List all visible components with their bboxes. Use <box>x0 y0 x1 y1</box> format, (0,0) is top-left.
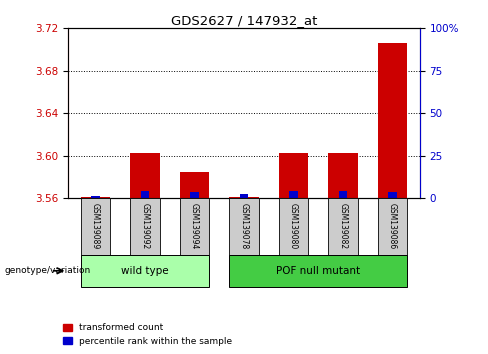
FancyBboxPatch shape <box>81 198 110 255</box>
FancyBboxPatch shape <box>81 255 209 287</box>
Bar <box>91 196 100 198</box>
Bar <box>141 192 149 198</box>
FancyBboxPatch shape <box>378 198 407 255</box>
Text: GSM139078: GSM139078 <box>240 204 248 250</box>
FancyBboxPatch shape <box>328 198 358 255</box>
Bar <box>81 197 110 198</box>
Bar <box>378 43 407 198</box>
Text: GSM139094: GSM139094 <box>190 203 199 250</box>
Bar <box>388 192 397 198</box>
Legend: transformed count, percentile rank within the sample: transformed count, percentile rank withi… <box>63 324 232 346</box>
Text: POF null mutant: POF null mutant <box>276 266 360 276</box>
Bar <box>229 197 259 198</box>
Bar <box>180 172 209 198</box>
FancyBboxPatch shape <box>229 198 259 255</box>
Text: GSM139082: GSM139082 <box>339 204 347 250</box>
Text: GSM139080: GSM139080 <box>289 204 298 250</box>
Text: genotype/variation: genotype/variation <box>5 266 91 275</box>
FancyBboxPatch shape <box>180 198 209 255</box>
Text: GSM139092: GSM139092 <box>141 204 149 250</box>
FancyBboxPatch shape <box>279 198 308 255</box>
Bar <box>328 153 358 198</box>
Bar <box>240 194 248 198</box>
FancyBboxPatch shape <box>229 255 407 287</box>
Text: wild type: wild type <box>121 266 169 276</box>
Bar <box>339 192 347 198</box>
Title: GDS2627 / 147932_at: GDS2627 / 147932_at <box>171 14 317 27</box>
Bar <box>190 192 199 198</box>
Bar <box>279 153 308 198</box>
Bar <box>289 190 298 198</box>
Text: GSM139089: GSM139089 <box>91 204 100 250</box>
FancyBboxPatch shape <box>130 198 160 255</box>
Bar <box>130 153 160 198</box>
Text: GSM139086: GSM139086 <box>388 204 397 250</box>
